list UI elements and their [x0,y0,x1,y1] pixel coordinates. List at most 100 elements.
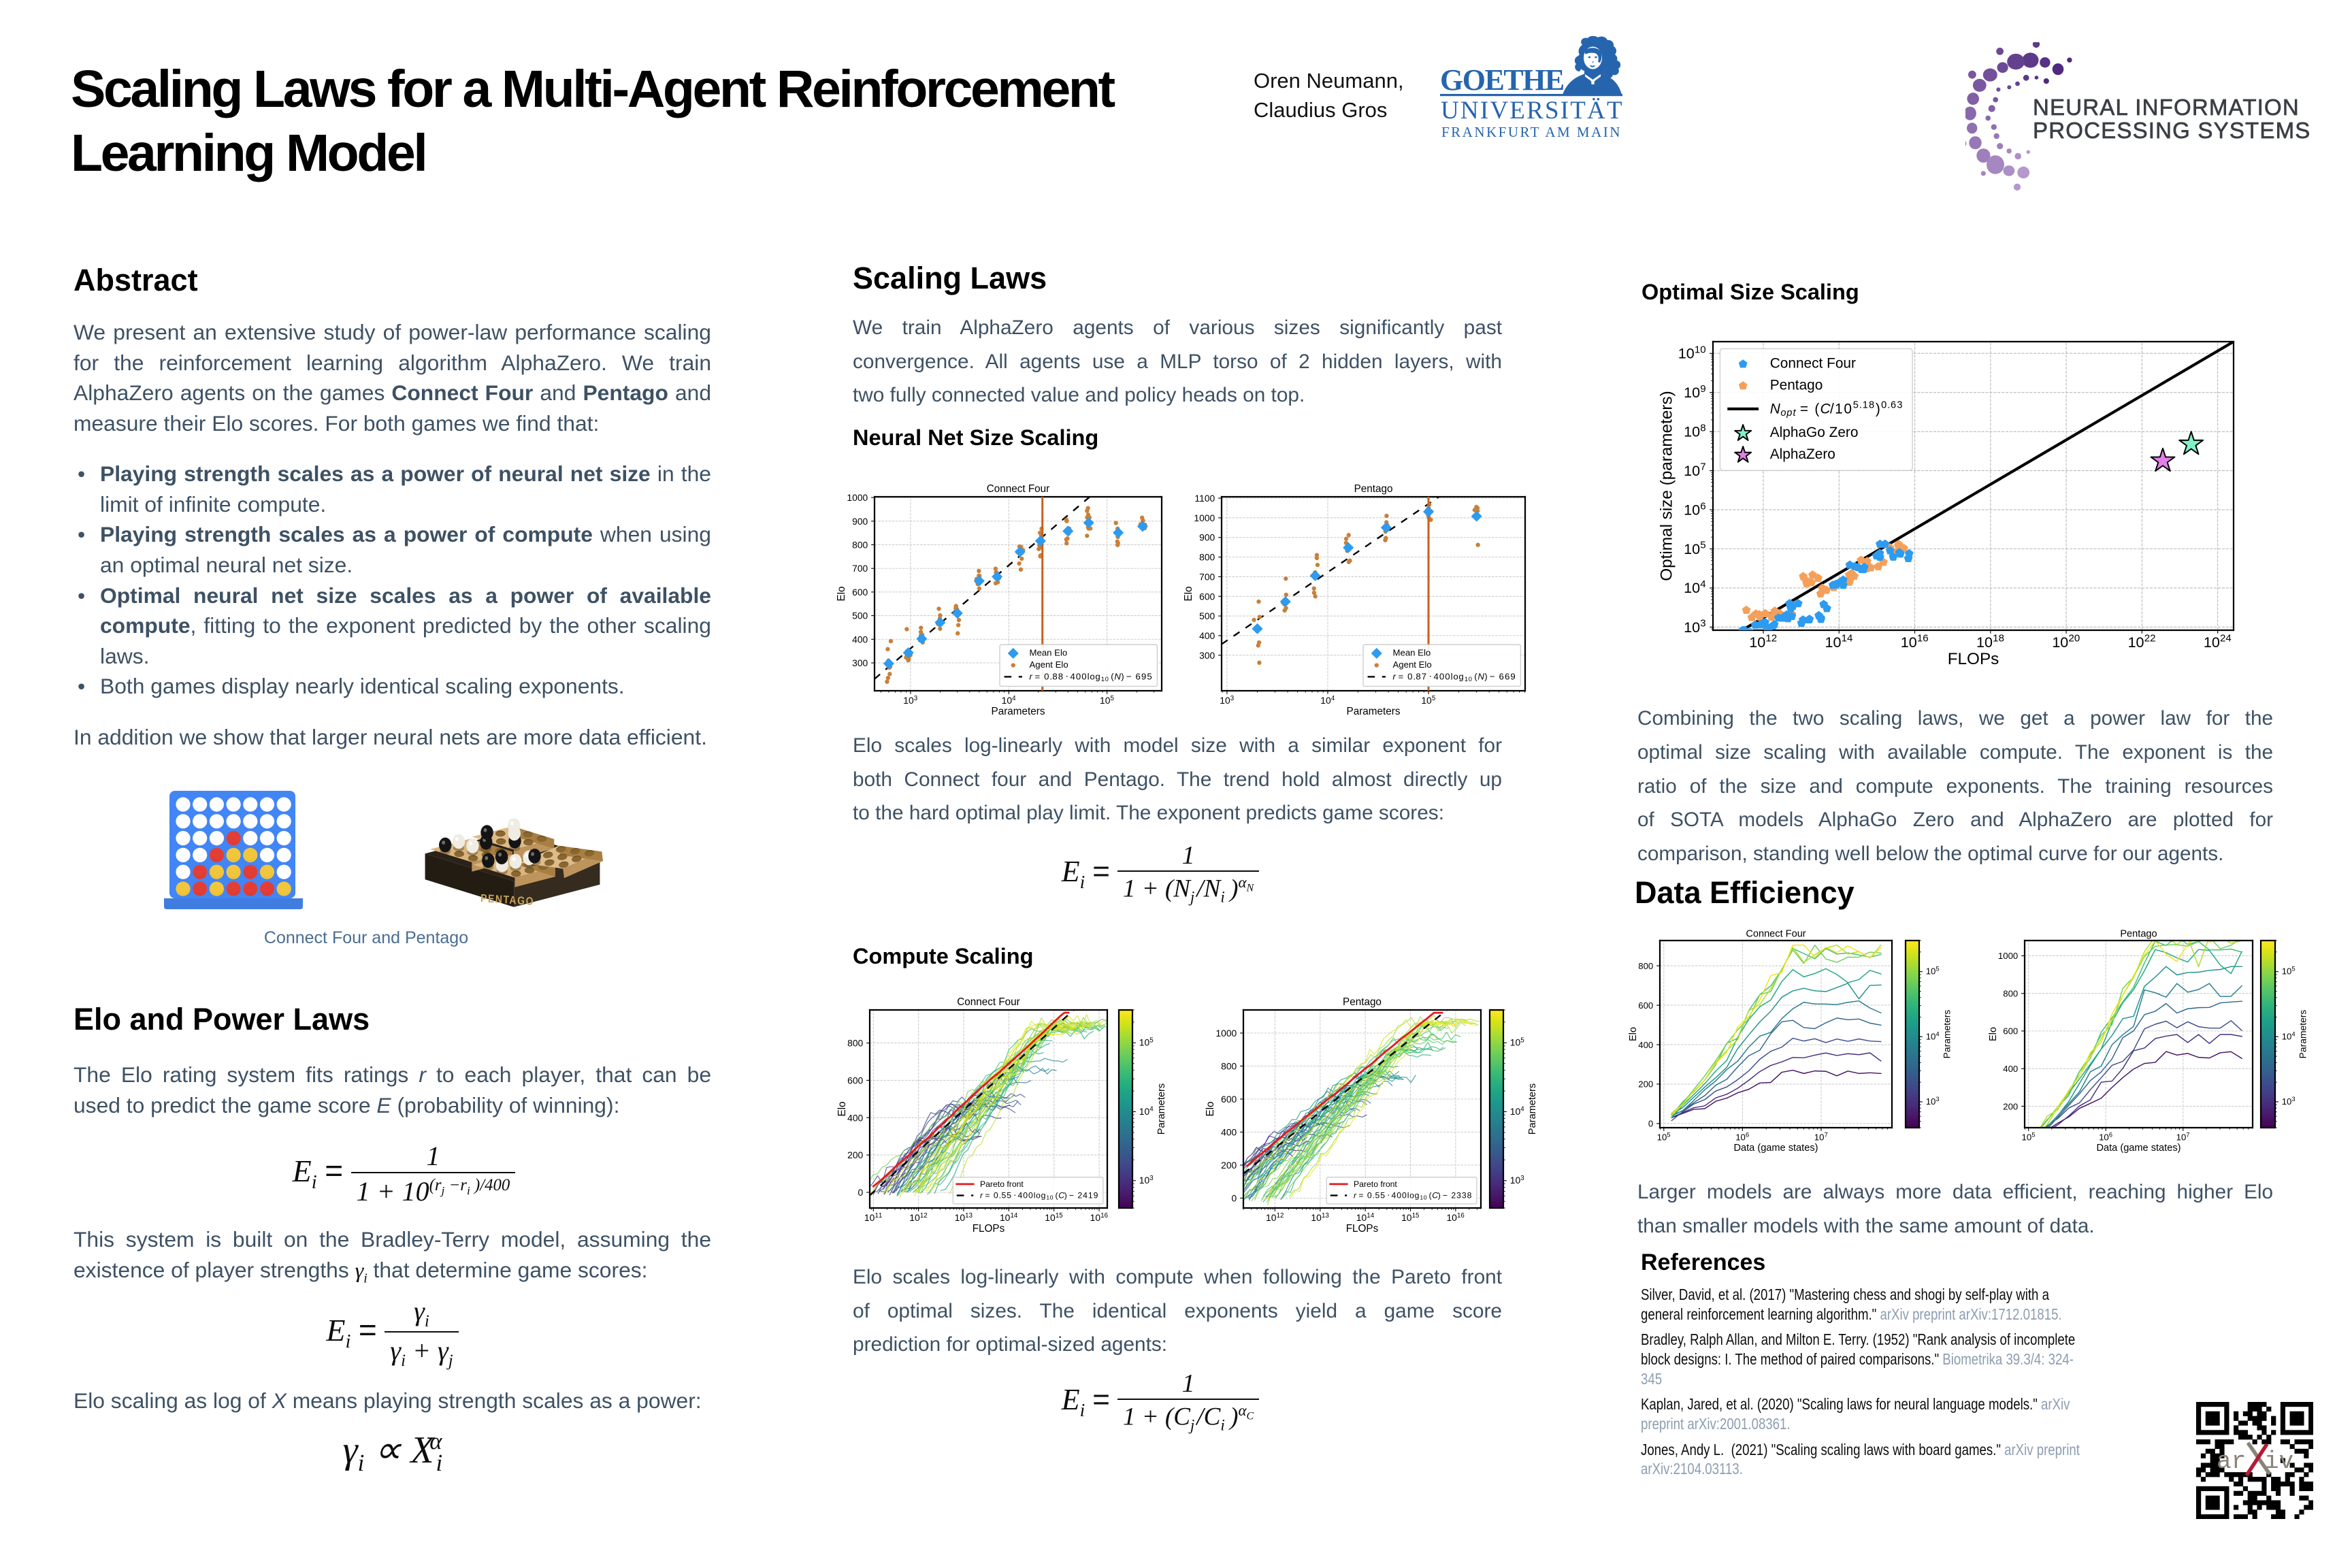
svg-text:1 0 4: 1 0 4 [1002,690,1017,707]
svg-text:1 0 5: 1 0 5 [1421,690,1436,707]
svg-text:400: 400 [847,1112,863,1123]
svg-text:1 0 1: 1 0 1 3 [955,1204,973,1224]
svg-text:Pentago: Pentago [1770,377,1823,393]
svg-text:Pentago: Pentago [1354,483,1393,495]
svg-text:Parameters: Parameters [1156,1083,1167,1134]
svg-text:600: 600 [1199,591,1215,602]
svg-text:Elo: Elo [1988,1027,1999,1041]
svg-text:Optimal size (parameters): Optimal size (parameters) [1658,391,1676,581]
svg-text:1 0 1: 1 0 1 5 [1045,1204,1063,1224]
svg-text:1 0 6: 1 0 6 [1684,500,1706,518]
svg-text:FLOPs: FLOPs [1948,650,1999,668]
svg-text:AlphaZero: AlphaZero [1770,446,1835,462]
svg-text:1 0 4: 1 0 4 [1510,1101,1525,1118]
svg-text:600: 600 [2003,1026,2018,1036]
svg-text:1 0 6: 1 0 6 [2099,1127,2113,1144]
svg-text:1 0 3: 1 0 3 [1220,690,1235,707]
svg-text:1 0 1: 1 0 1 5 [1401,1204,1420,1224]
svg-text:1 0 5: 1 0 5 [1139,1032,1154,1049]
svg-text:1 0 1: 1 0 1 8 [1976,628,2004,651]
svg-text:Connect Four: Connect Four [957,996,1020,1008]
svg-text:1 0 9: 1 0 9 [1684,383,1706,401]
svg-text:1 0 2: 1 0 2 2 [2128,628,2156,651]
svg-text:Connect Four: Connect Four [987,483,1050,495]
svg-text:200: 200 [847,1149,863,1160]
svg-text:900: 900 [852,516,868,527]
svg-text:800: 800 [852,540,868,551]
svg-text:1 0 3: 1 0 3 [1510,1170,1525,1187]
svg-text:Parameters: Parameters [1527,1083,1538,1134]
svg-text:Agent Elo: Agent Elo [1030,659,1068,670]
svg-text:500: 500 [1199,610,1215,621]
svg-text:1 0 1: 1 0 1 4 [1000,1204,1018,1224]
svg-text:0: 0 [1232,1192,1237,1203]
svg-text:Pentago: Pentago [1343,996,1382,1008]
svg-text:1 0 8: 1 0 8 [1684,422,1706,440]
svg-text:r N = 0: r N = 0 . 8 8 ⋅ 4 0 0 l o g ( ) − 6 9 5 … [1030,666,1156,684]
svg-text:300: 300 [852,657,868,668]
svg-text:1 0 7: 1 0 7 [1814,1127,1829,1144]
svg-text:1 0 1: 1 0 1 3 [1311,1204,1329,1224]
svg-text:1 0 5: 1 0 5 [1926,961,1940,978]
svg-text:Elo: Elo [1205,1101,1216,1116]
svg-text:UNIVERSITÄT: UNIVERSITÄT [1441,97,1624,125]
svg-text:Pareto front: Pareto front [980,1179,1024,1189]
svg-text:1 0 1: 1 0 1 2 [1749,628,1777,651]
svg-text:600: 600 [1638,1000,1653,1011]
svg-text:1 0 2: 1 0 2 4 [2204,628,2232,651]
svg-text:0: 0 [1648,1119,1653,1129]
svg-text:700: 700 [852,563,868,574]
svg-text:1 0 1: 1 0 1 1 [864,1204,883,1224]
svg-text:1 0 3: 1 0 3 [1926,1091,1940,1108]
svg-text:400: 400 [852,634,868,644]
svg-text:1 0 3: 1 0 3 [1139,1170,1154,1187]
svg-text:Parameters: Parameters [992,706,1045,717]
svg-text:Pentago: Pentago [2120,928,2157,939]
svg-text:400: 400 [1221,1126,1237,1137]
svg-text:600: 600 [847,1075,863,1085]
svg-text:1 0 5: 1 0 5 [1657,1127,1671,1144]
svg-text:1 0 1: 1 0 1 6 [1090,1204,1109,1224]
svg-text:Parameters: Parameters [1347,706,1401,717]
svg-text:Parameters: Parameters [2298,1010,2308,1059]
svg-text:1 0 3: 1 0 3 [2282,1091,2296,1108]
svg-text:0: 0 [858,1187,864,1198]
svg-text:1 0 5: 1 0 5 [1684,540,1706,557]
svg-text:Elo: Elo [1628,1027,1639,1041]
svg-text:1000: 1000 [1194,512,1215,523]
svg-text:200: 200 [1638,1079,1653,1090]
svg-text:1 0 5: 1 0 5 [1100,690,1115,707]
svg-text:1 0 1: 1 0 1 4 [1825,628,1852,651]
svg-text:PROCESSING SYSTEMS: PROCESSING SYSTEMS [2033,118,2311,143]
svg-text:FRANKFURT AM MAIN: FRANKFURT AM MAIN [1441,124,1622,140]
svg-text:1 0 4: 1 0 4 [1684,578,1706,596]
svg-text:900: 900 [1199,532,1215,543]
svg-text:1000: 1000 [1998,951,2018,961]
svg-text:300: 300 [1199,650,1215,661]
svg-text:700: 700 [1199,571,1215,582]
svg-text:800: 800 [1638,961,1653,971]
svg-text:1 0 1: 1 0 1 2 [909,1204,928,1224]
svg-text:Mean Elo: Mean Elo [1393,647,1431,657]
svg-text:1 0 5: 1 0 5 [2022,1127,2036,1144]
svg-text:Elo: Elo [837,1101,848,1116]
svg-text:ar: ar [2217,1448,2246,1475]
svg-text:400: 400 [2003,1064,2018,1074]
svg-text:1000: 1000 [847,492,868,503]
svg-text:1 0 1: 1 0 1 4 [1356,1204,1375,1224]
svg-text:800: 800 [1199,552,1215,563]
svg-text:600: 600 [1221,1094,1237,1105]
svg-text:1 0 4: 1 0 4 [1139,1101,1154,1118]
svg-text:1 0 3: 1 0 3 [903,690,918,707]
svg-text:Parameters: Parameters [1942,1010,1953,1059]
svg-text:400: 400 [1199,630,1215,641]
svg-text:1 0 6: 1 0 6 [1735,1127,1750,1144]
svg-text:400: 400 [1638,1040,1653,1050]
svg-text:1 0 7: 1 0 7 [1684,461,1706,479]
svg-text:r C = 0: r C = 0 . 5 5 ⋅ 4 0 0 l o g ( ) − 2 4 1 … [980,1185,1102,1203]
svg-text:1000: 1000 [1215,1028,1237,1039]
svg-text:Data (game states): Data (game states) [2097,1143,2181,1154]
svg-text:1 0 1: 1 0 1 6 [1446,1204,1465,1224]
svg-text:1 0 4: 1 0 4 [2282,1026,2296,1043]
svg-text:NEURAL INFORMATION: NEURAL INFORMATION [2033,95,2300,120]
